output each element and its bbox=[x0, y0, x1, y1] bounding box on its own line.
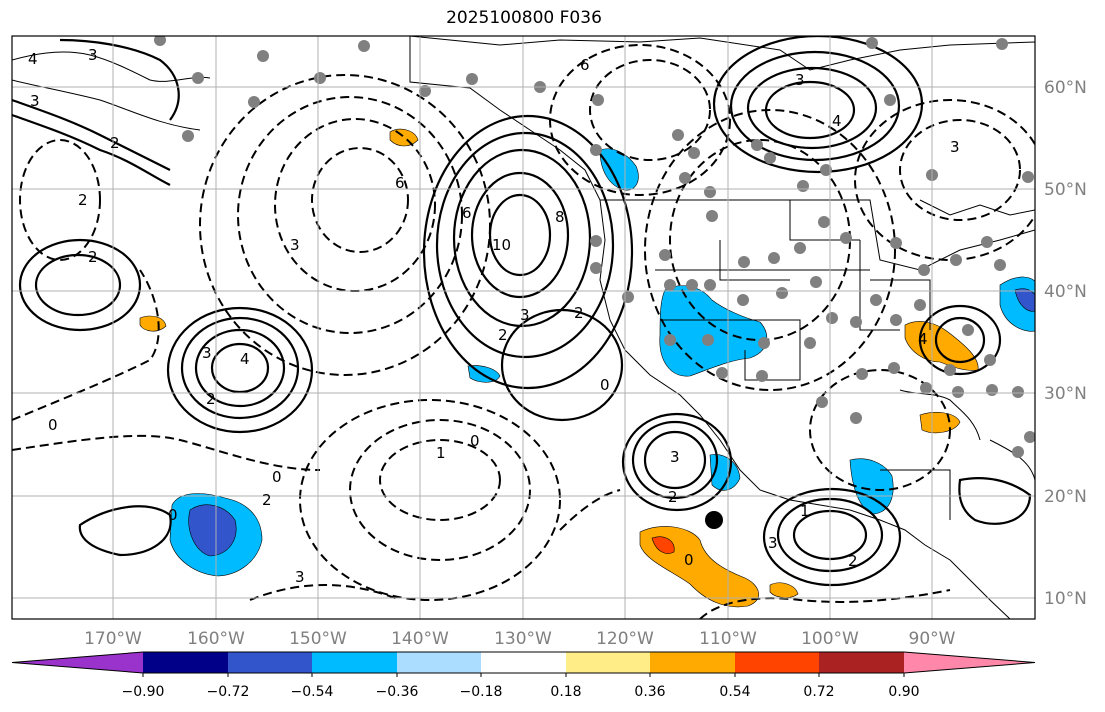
colorbar-segment bbox=[650, 652, 735, 673]
colorbar-segment bbox=[228, 652, 312, 673]
lon-label: 150°W bbox=[289, 629, 347, 649]
colorbar-tick-label: −0.54 bbox=[291, 684, 334, 700]
contour-label: 0 bbox=[684, 551, 694, 569]
contour-label: 3 bbox=[290, 236, 300, 254]
negative-area-gulf bbox=[849, 458, 894, 515]
contour-label: 1 bbox=[800, 502, 810, 520]
colorbar-tick-label: 0.90 bbox=[888, 684, 919, 700]
lon-label: 140°W bbox=[391, 629, 449, 649]
contour-label: 3 bbox=[88, 46, 98, 64]
contour-label: 0 bbox=[600, 376, 610, 394]
lat-label: 60°N bbox=[1044, 78, 1087, 98]
longitude-labels: 170°W 160°W 150°W 140°W 130°W 120°W 110°… bbox=[84, 629, 956, 649]
positive-area-small-2 bbox=[769, 582, 799, 598]
colorbar-tick-label: −0.36 bbox=[376, 684, 419, 700]
gridlines bbox=[12, 36, 1035, 619]
positive-area-gulf-coast bbox=[919, 412, 961, 434]
lat-label: 50°N bbox=[1044, 180, 1087, 200]
map-title: 2025100800 F036 bbox=[446, 8, 602, 28]
colorbar-tick-label: 0.36 bbox=[634, 684, 665, 700]
colorbar-tick-label: −0.90 bbox=[122, 684, 165, 700]
lat-label: 10°N bbox=[1044, 589, 1087, 609]
contour-label: 2 bbox=[206, 390, 216, 408]
contour-label: 6 bbox=[395, 174, 405, 192]
contour-label: 3 bbox=[670, 448, 680, 466]
contour-label: 0 bbox=[168, 506, 178, 524]
lon-label: 100°W bbox=[801, 629, 859, 649]
colorbar-tick-label: −0.18 bbox=[460, 684, 503, 700]
colorbar-tick-label: 0.18 bbox=[550, 684, 581, 700]
map-frame bbox=[11, 35, 1036, 620]
lat-label: 20°N bbox=[1044, 487, 1087, 507]
negative-core-central-pacific bbox=[188, 504, 237, 557]
contour-label: 6 bbox=[462, 204, 472, 222]
contour-label: 2 bbox=[668, 488, 678, 506]
contour-label: 3 bbox=[30, 92, 40, 110]
colorbar-segment bbox=[735, 652, 819, 673]
contour-label: 10 bbox=[492, 236, 511, 254]
contour-label: 2 bbox=[78, 191, 88, 209]
colorbar bbox=[11, 651, 1036, 677]
colorbar-tick-label: −0.72 bbox=[207, 684, 250, 700]
negative-contours bbox=[12, 44, 1035, 619]
marker-dot bbox=[705, 511, 723, 529]
lon-label: 110°W bbox=[699, 629, 757, 649]
colorbar-tick-label: 0.54 bbox=[719, 684, 750, 700]
shaded-areas bbox=[139, 128, 1035, 608]
contour-label: 3 bbox=[950, 138, 960, 156]
contour-label: 1 bbox=[436, 444, 446, 462]
colorbar-segment bbox=[566, 652, 650, 673]
latitude-labels: 60°N 50°N 40°N 30°N 20°N 10°N bbox=[1044, 78, 1087, 609]
lon-label: 170°W bbox=[84, 629, 142, 649]
colorbar-segment bbox=[397, 652, 481, 673]
colorbar-extend-max bbox=[904, 652, 1035, 673]
contour-label: 2 bbox=[574, 304, 584, 322]
contour-label: 2 bbox=[110, 134, 120, 152]
contour-label: 0 bbox=[48, 416, 58, 434]
colorbar-tick-label: 0.72 bbox=[803, 684, 834, 700]
lon-label: 90°W bbox=[909, 629, 956, 649]
contour-label: 3 bbox=[202, 344, 212, 362]
negative-core-northeast bbox=[1014, 288, 1035, 312]
lon-label: 120°W bbox=[596, 629, 654, 649]
contour-label: 4 bbox=[28, 50, 38, 68]
colorbar-extend-min bbox=[12, 652, 143, 673]
contour-label: 2 bbox=[262, 491, 272, 509]
lon-label: 160°W bbox=[187, 629, 245, 649]
contour-label: 3 bbox=[795, 71, 805, 89]
contour-label: 4 bbox=[918, 330, 928, 348]
positive-area-north-pacific bbox=[389, 128, 419, 147]
contour-label: 2 bbox=[848, 552, 858, 570]
contour-label: 3 bbox=[520, 306, 530, 324]
lat-label: 40°N bbox=[1044, 282, 1087, 302]
lat-label: 30°N bbox=[1044, 384, 1087, 404]
contour-label: 2 bbox=[498, 326, 508, 344]
colorbar-segment bbox=[143, 652, 228, 673]
contour-label: 3 bbox=[295, 568, 305, 586]
contour-label: 4 bbox=[240, 350, 250, 368]
contour-label: 8 bbox=[555, 208, 565, 226]
colorbar-labels: −0.90 −0.72 −0.54 −0.36 −0.18 0.18 0.36 … bbox=[122, 684, 920, 700]
contour-label: 2 bbox=[88, 248, 98, 266]
contour-label: 3 bbox=[768, 534, 778, 552]
contour-label: 6 bbox=[580, 56, 590, 74]
colorbar-segment bbox=[819, 652, 904, 673]
contour-label: 0 bbox=[470, 432, 480, 450]
contour-label: 0 bbox=[272, 468, 282, 486]
contour-labels: 3 4 3 2 2 6 6 2 3 4 3 2 6 8 10 3 2 2 0 3… bbox=[28, 46, 960, 586]
colorbar-segment bbox=[481, 652, 566, 673]
colorbar-segment bbox=[312, 652, 397, 673]
negative-area-pacific-nw bbox=[599, 148, 639, 191]
positive-core-east-pacific bbox=[651, 536, 675, 554]
contour-label: 4 bbox=[832, 112, 842, 130]
lon-label: 130°W bbox=[494, 629, 552, 649]
